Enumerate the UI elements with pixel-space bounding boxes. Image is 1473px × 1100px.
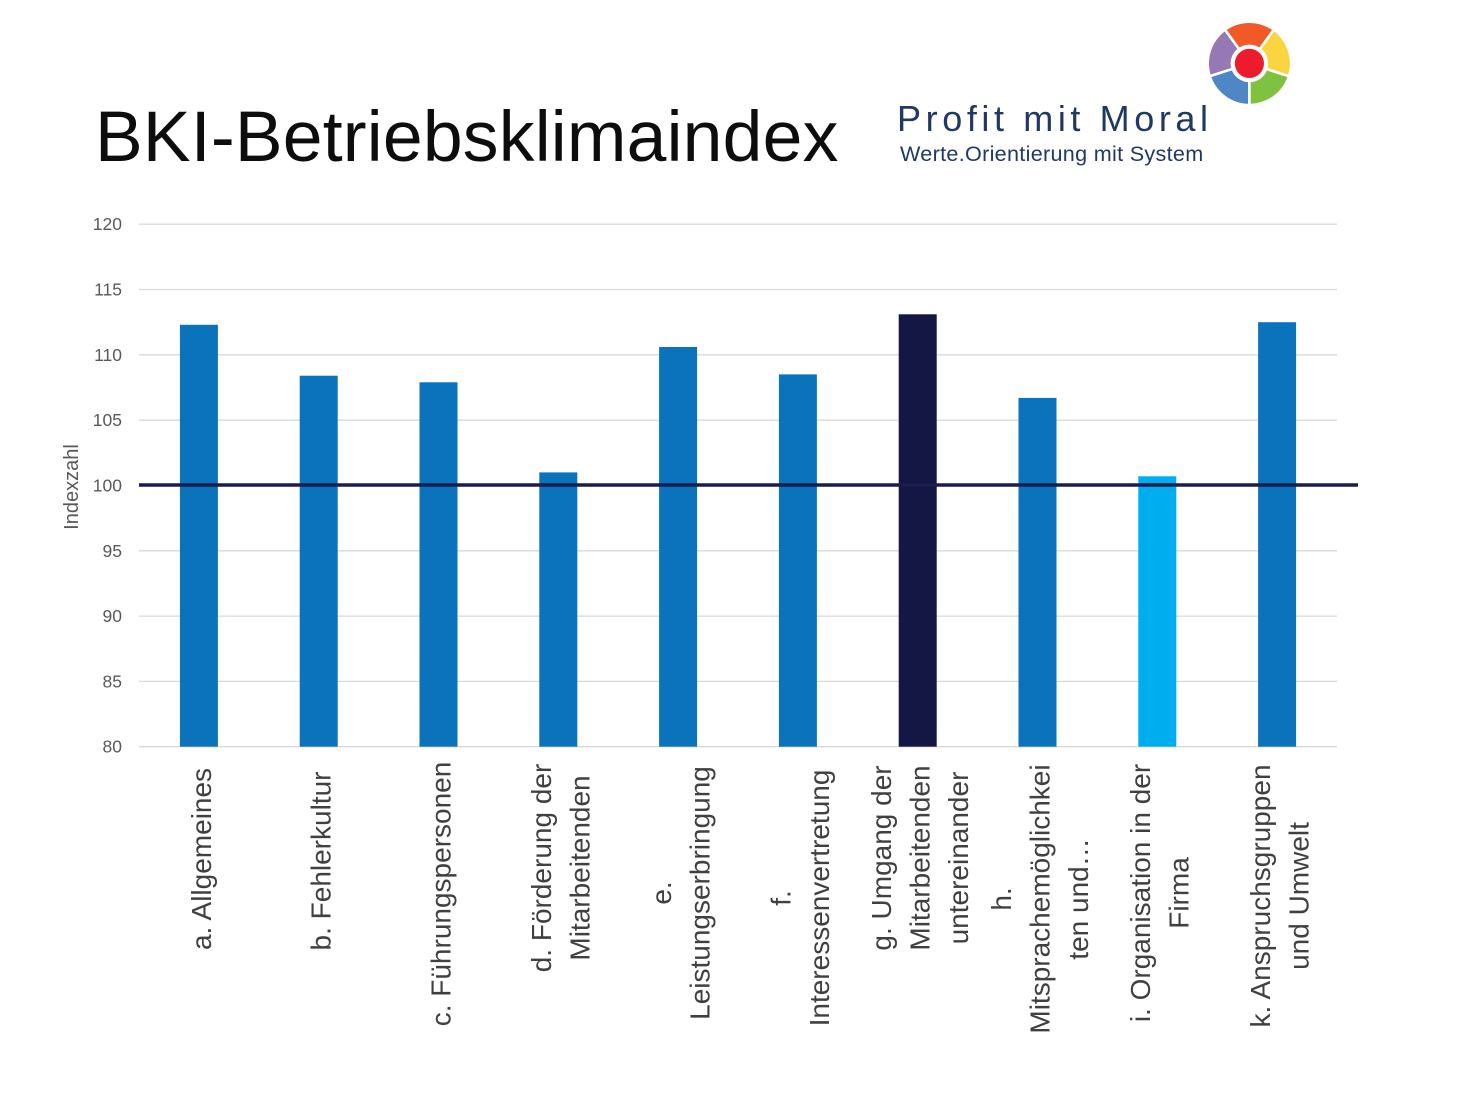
- svg-text:h.: h.: [986, 887, 1017, 910]
- svg-text:Interessenvertretung: Interessenvertretung: [804, 770, 835, 1027]
- svg-text:85: 85: [103, 671, 122, 691]
- svg-text:Werte.Orientierung mit System: Werte.Orientierung mit System: [900, 141, 1204, 166]
- svg-text:110: 110: [94, 345, 122, 365]
- svg-text:Firma: Firma: [1164, 857, 1195, 929]
- svg-text:f.: f.: [766, 890, 797, 906]
- svg-text:e.: e.: [646, 881, 677, 904]
- svg-text:k. Anspruchsgruppen: k. Anspruchsgruppen: [1245, 764, 1276, 1027]
- svg-text:BKI-Betriebsklimaindex: BKI-Betriebsklimaindex: [95, 97, 839, 177]
- svg-text:i. Organisation in der: i. Organisation in der: [1125, 764, 1156, 1022]
- svg-text:90: 90: [103, 606, 123, 626]
- svg-text:g. Umgang der: g. Umgang der: [866, 765, 897, 950]
- svg-text:c. Führungspersonen: c. Führungspersonen: [426, 762, 457, 1027]
- svg-text:120: 120: [93, 214, 122, 234]
- svg-text:105: 105: [93, 410, 122, 430]
- svg-text:und Umwelt: und Umwelt: [1283, 822, 1314, 970]
- svg-text:Mitarbeitenden: Mitarbeitenden: [905, 765, 936, 950]
- svg-text:Mitsprachemöglichkei: Mitsprachemöglichkei: [1025, 764, 1056, 1033]
- svg-text:80: 80: [103, 737, 123, 757]
- svg-text:a. Allgemeines: a. Allgemeines: [186, 768, 217, 950]
- svg-text:95: 95: [103, 541, 122, 561]
- svg-text:ten und…: ten und…: [1063, 838, 1094, 959]
- svg-text:Mitarbeitenden: Mitarbeitenden: [565, 775, 596, 960]
- svg-text:untereinander: untereinander: [943, 772, 974, 945]
- svg-text:d. Förderung der: d. Förderung der: [526, 764, 557, 973]
- svg-text:Indexzahl: Indexzahl: [61, 444, 83, 530]
- svg-text:Leistungserbringung: Leistungserbringung: [684, 766, 715, 1020]
- svg-text:100: 100: [93, 476, 122, 496]
- svg-text:115: 115: [94, 280, 122, 300]
- svg-text:Profit mit Moral: Profit mit Moral: [897, 98, 1213, 139]
- svg-text:b. Fehlerkultur: b. Fehlerkultur: [306, 772, 337, 951]
